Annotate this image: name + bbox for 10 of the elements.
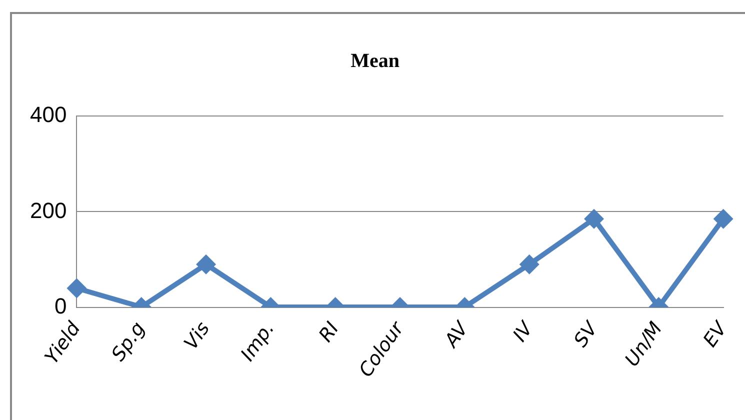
x-tick-label: AV (439, 316, 474, 353)
x-tick-label: SV (570, 316, 604, 352)
x-tick-label: Vis (180, 318, 214, 354)
y-tick-label: 200 (30, 198, 67, 223)
x-tick-label: IV (508, 316, 539, 346)
y-tick-label: 400 (30, 102, 67, 128)
chart-title: Mean (350, 50, 400, 72)
x-tick-label: EV (699, 316, 733, 352)
y-tick-label: 0 (54, 293, 67, 318)
x-tick-label: RI (314, 318, 344, 346)
